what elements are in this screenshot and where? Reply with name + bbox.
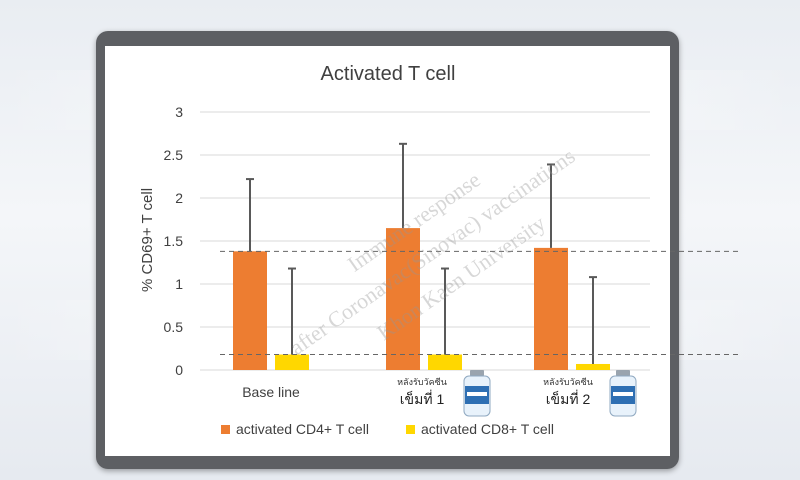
legend-swatch xyxy=(406,425,415,434)
category-label: Base line xyxy=(242,384,300,400)
error-bars xyxy=(246,142,597,364)
y-tick-label: 1 xyxy=(175,276,183,292)
vial-cap xyxy=(616,370,630,376)
bar-cd8 xyxy=(275,354,309,370)
y-tick-label: 3 xyxy=(175,104,183,120)
y-tick-labels: 0 0.5 1 1.5 2 2.5 3 xyxy=(164,104,184,378)
bar-cd4 xyxy=(534,247,568,370)
legend-label: activated CD4+ T cell xyxy=(236,421,369,437)
vial-label-stripe xyxy=(613,392,633,396)
vial-label-stripe xyxy=(467,392,487,396)
bar-cd8 xyxy=(428,354,462,370)
chart-title: Activated T cell xyxy=(321,63,456,85)
category-label: เข็มที่ 1 xyxy=(400,390,445,407)
legend-label: activated CD8+ T cell xyxy=(421,421,554,437)
category-labels: Base line หลังรับวัคซีนเข็มที่ 1 หลังรับวั… xyxy=(242,370,637,417)
y-tick-label: 2.5 xyxy=(164,147,184,163)
vial-cap xyxy=(470,370,484,376)
y-tick-label: 0 xyxy=(175,362,183,378)
category-sublabel: หลังรับวัคซีน xyxy=(397,377,447,387)
vaccine-vial-icon xyxy=(609,370,637,417)
y-axis-label: % CD69+ T cell xyxy=(139,188,156,292)
y-tick-label: 0.5 xyxy=(164,319,184,335)
bar-cd4 xyxy=(233,251,267,370)
legend-swatch xyxy=(221,425,230,434)
category-label: เข็มที่ 2 xyxy=(546,390,591,407)
y-tick-label: 1.5 xyxy=(164,233,184,249)
bar-cd8 xyxy=(576,363,610,370)
legend: activated CD4+ T cell activated CD8+ T ce… xyxy=(221,421,554,437)
grid-lines xyxy=(200,111,650,371)
vaccine-vial-icon xyxy=(463,370,491,417)
y-tick-label: 2 xyxy=(175,190,183,206)
category-sublabel: หลังรับวัคซีน xyxy=(543,377,593,387)
